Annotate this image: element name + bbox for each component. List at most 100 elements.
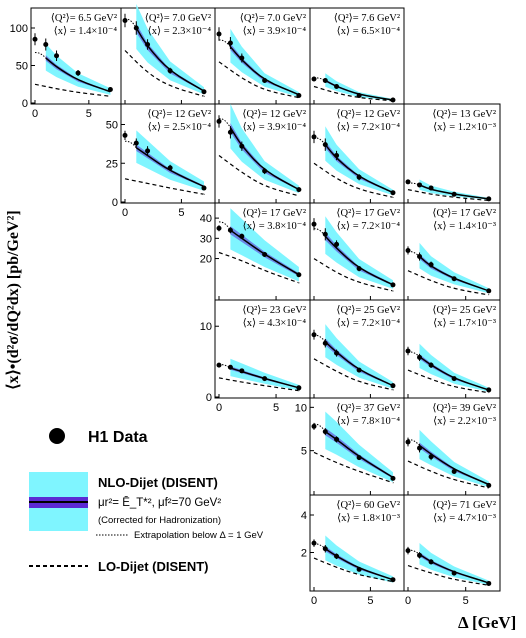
lo-dijet-line bbox=[218, 155, 300, 197]
panel-x-label: ⟨x⟩ = 3.9×10⁻⁴ bbox=[243, 25, 307, 37]
y-tick-label: 100 bbox=[10, 23, 28, 35]
panel-q2-label: ⟨Q²⟩= 13 GeV² bbox=[432, 108, 496, 120]
nlo-scale-band bbox=[325, 427, 393, 479]
data-point bbox=[390, 97, 396, 103]
x-tick-label: 5 bbox=[273, 402, 279, 414]
y-tick-label: 4 bbox=[301, 510, 307, 522]
nlo-central-line bbox=[229, 127, 300, 191]
data-point bbox=[296, 385, 302, 391]
panel-15: ⟨Q²⟩= 37 GeV²⟨x⟩ = 7.8×10⁻⁴ 5 10 bbox=[295, 397, 405, 496]
data-point bbox=[417, 552, 423, 558]
nlo-central-line bbox=[324, 235, 394, 286]
data-point bbox=[262, 252, 268, 258]
panel-x-label: ⟨x⟩ = 1.4×10⁻⁴ bbox=[54, 25, 118, 37]
data-point bbox=[334, 553, 340, 559]
legend-nlo-hadr: (Corrected for Hadronization) bbox=[98, 515, 221, 526]
panel-9: ⟨Q²⟩= 17 GeV²⟨x⟩ = 3.8×10⁻⁴ 20 30 40 bbox=[200, 202, 311, 301]
panel-16: ⟨Q²⟩= 39 GeV²⟨x⟩ = 2.2×10⁻³ bbox=[403, 397, 501, 496]
data-point bbox=[417, 254, 423, 260]
panel-x-label: ⟨x⟩ = 4.7×10⁻³ bbox=[433, 512, 496, 524]
data-point bbox=[262, 376, 268, 382]
data-point bbox=[239, 368, 245, 374]
data-point bbox=[216, 31, 222, 37]
panel-4: ⟨Q²⟩= 7.6 GeV²⟨x⟩ = 6.5×10⁻⁴ bbox=[309, 7, 405, 105]
data-point bbox=[54, 53, 60, 59]
data-point bbox=[486, 482, 492, 488]
data-point bbox=[262, 168, 268, 174]
panel-q2-label: ⟨Q²⟩= 17 GeV² bbox=[336, 207, 400, 219]
data-point bbox=[216, 362, 222, 368]
nlo-uncertainty-band bbox=[325, 535, 393, 583]
nlo-uncertainty-band bbox=[419, 429, 489, 488]
data-point bbox=[451, 191, 457, 197]
data-point bbox=[486, 288, 492, 294]
nlo-central-line bbox=[324, 79, 394, 101]
panel-q2-label: ⟨Q²⟩= 23 GeV² bbox=[242, 304, 306, 316]
x-tick-label: 5 bbox=[367, 595, 373, 607]
panel-x-label: ⟨x⟩ = 7.8×10⁻⁴ bbox=[337, 415, 401, 427]
y-tick-label: 0 bbox=[112, 197, 118, 209]
lo-dijet-line bbox=[313, 557, 394, 583]
panel-18: ⟨Q²⟩= 71 GeV²⟨x⟩ = 4.7×10⁻³ 0 5 bbox=[403, 494, 501, 607]
panel-x-label: ⟨x⟩ = 7.2×10⁻⁴ bbox=[337, 220, 401, 232]
data-point bbox=[428, 185, 434, 191]
data-point bbox=[43, 42, 49, 47]
lo-dijet-line bbox=[407, 189, 490, 202]
x-tick-label: 5 bbox=[463, 595, 469, 607]
data-point bbox=[239, 55, 245, 61]
data-point bbox=[145, 148, 151, 154]
data-point bbox=[122, 18, 128, 23]
nlo-central-line bbox=[324, 144, 394, 194]
y-tick-label: 40 bbox=[200, 213, 212, 225]
lo-dijet-line bbox=[313, 258, 394, 292]
lo-dijet-line bbox=[218, 377, 300, 392]
data-point bbox=[239, 233, 245, 239]
data-point bbox=[390, 282, 396, 288]
y-tick-label: 10 bbox=[295, 402, 307, 414]
data-point bbox=[334, 241, 340, 247]
data-point bbox=[227, 364, 233, 370]
panel-x-label: ⟨x⟩ = 2.3×10⁻⁴ bbox=[148, 25, 212, 37]
legend-data-label: H1 Data bbox=[88, 429, 148, 446]
nlo-uncertainty-band bbox=[325, 324, 393, 389]
data-point bbox=[486, 196, 492, 202]
data-point bbox=[322, 546, 328, 552]
data-point bbox=[428, 454, 434, 460]
panel-q2-label: ⟨Q²⟩= 17 GeV² bbox=[242, 207, 306, 219]
nlo-central-line bbox=[135, 27, 205, 92]
y-tick-label: 25 bbox=[106, 158, 118, 170]
y-tick-label: 2 bbox=[301, 548, 307, 560]
panel-x-label: ⟨x⟩ = 7.2×10⁻⁴ bbox=[337, 317, 401, 329]
data-point bbox=[311, 221, 317, 227]
data-point bbox=[322, 231, 328, 237]
y-tick-label: 5 bbox=[301, 446, 307, 458]
panel-x-label: ⟨x⟩ = 7.2×10⁻⁴ bbox=[337, 121, 401, 133]
nlo-uncertainty-band bbox=[136, 130, 204, 191]
lo-dijet-line bbox=[124, 178, 205, 195]
nlo-uncertainty-band bbox=[45, 43, 111, 95]
data-point bbox=[322, 429, 328, 435]
nlo-central-line bbox=[324, 548, 394, 581]
lo-dijet-line bbox=[407, 369, 490, 394]
data-point bbox=[428, 262, 434, 268]
data-point bbox=[390, 190, 396, 196]
panel-11: ⟨Q²⟩= 17 GeV²⟨x⟩ = 1.4×10⁻³ bbox=[403, 202, 501, 301]
data-point bbox=[311, 423, 317, 429]
data-point bbox=[133, 25, 139, 31]
data-point bbox=[451, 376, 457, 382]
data-point bbox=[167, 68, 173, 74]
data-point bbox=[262, 78, 268, 83]
panel-10: ⟨Q²⟩= 17 GeV²⟨x⟩ = 7.2×10⁻⁴ bbox=[309, 202, 405, 301]
panel-5: ⟨Q²⟩= 12 GeV²⟨x⟩ = 2.5×10⁻⁴ 0 25 50 0 5 bbox=[106, 103, 216, 219]
data-point bbox=[107, 87, 113, 92]
panel-q2-label: ⟨Q²⟩= 60 GeV² bbox=[336, 499, 400, 511]
lo-dijet-line bbox=[407, 270, 490, 296]
nlo-central-line bbox=[324, 430, 394, 479]
data-point bbox=[322, 78, 328, 83]
panel-1: ⟨Q²⟩= 6.5 GeV²⟨x⟩ = 1.4×10⁻⁴ 0 50 100 0 5 bbox=[10, 7, 122, 120]
y-tick-label: 0 bbox=[206, 392, 212, 404]
panel-x-label: ⟨x⟩ = 3.9×10⁻⁴ bbox=[243, 121, 307, 133]
data-point bbox=[227, 227, 233, 233]
data-point bbox=[451, 468, 457, 474]
